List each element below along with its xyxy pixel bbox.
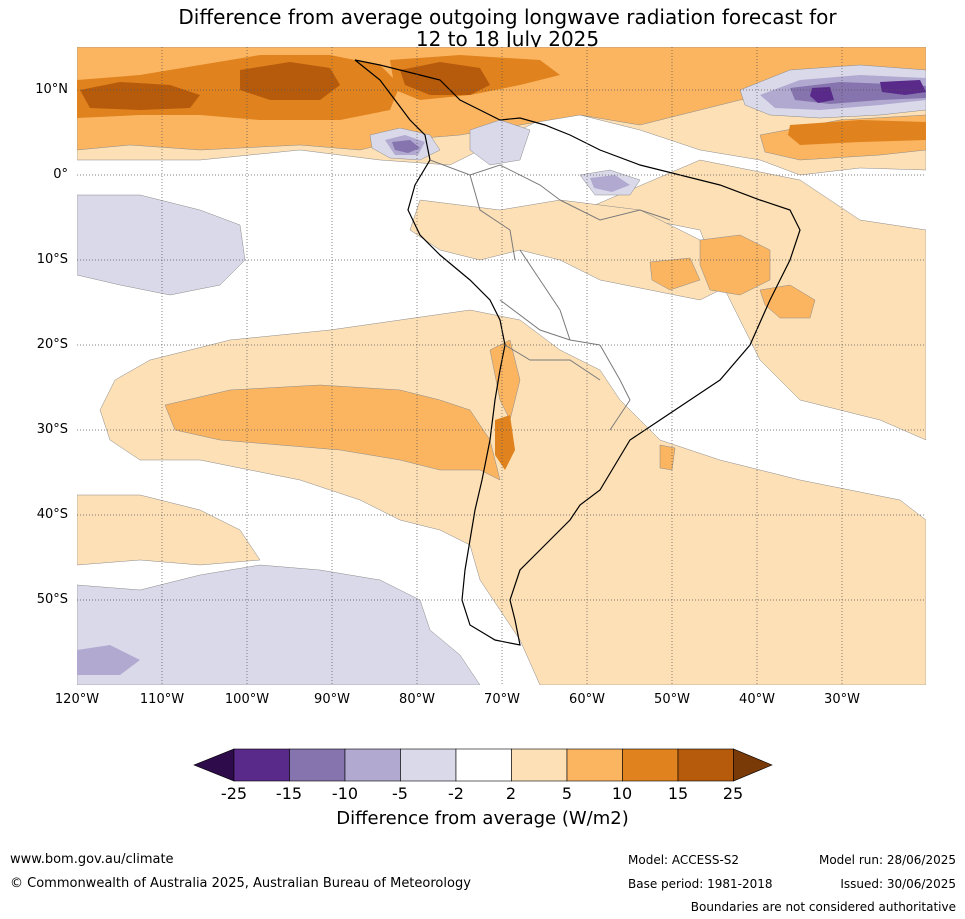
colorbar-tick: -25 [220,784,248,803]
lon-label: 60°W [569,692,605,707]
lon-label: 70°W [484,692,520,707]
coastline [354,59,801,646]
lat-label: 30°S [36,422,68,437]
lon-label: 80°W [399,692,435,707]
colorbar-tick: 2 [505,784,517,803]
lat-label: 10°S [36,252,68,267]
lat-label: 20°S [36,337,68,352]
colorbar-tick: -15 [275,784,303,803]
map-title-line1: Difference from average outgoing longwav… [178,5,837,29]
colorbar-segment [455,748,512,782]
lon-label: 120°W [54,692,100,707]
country-borders [429,159,671,431]
colorbar-tick: -5 [392,784,408,803]
lat-label: 0° [53,167,68,182]
footer-copyright: © Commonwealth of Australia 2025, Austra… [10,876,471,891]
footer-model: Model: ACCESS-S2 [628,853,740,867]
lon-label: 30°W [824,692,860,707]
colorbar-label: Difference from average (W/m2) [336,808,629,829]
colorbar-segment [289,748,346,782]
anomaly-15-25-regions [80,62,490,110]
footer-website[interactable]: www.bom.gov.au/climate [10,852,174,867]
colorbar-tick: 15 [667,784,689,803]
colorbar-segment [233,748,290,782]
colorbar-tick: 5 [561,784,573,803]
footer-base-period: Base period: 1981-2018 [628,877,773,891]
colorbar-segment [511,748,568,782]
colorbar [193,748,773,782]
colorbar-over-arrow [733,748,773,782]
lon-label: 40°W [739,692,775,707]
lon-label: 100°W [224,692,270,707]
graticule [77,47,926,685]
lat-label: 40°S [36,507,68,522]
colorbar-tick: -2 [448,784,464,803]
colorbar-under-arrow [193,748,235,782]
colorbar-segment [622,748,679,782]
colorbar-segment [677,748,734,782]
colorbar-tick: -10 [331,784,359,803]
footer-model-run: Model run: 28/06/2025 [818,853,956,867]
lon-label: 50°W [654,692,690,707]
colorbar-segment [400,748,457,782]
colorbar-segment [344,748,401,782]
lon-label: 90°W [314,692,350,707]
anomaly-minus-25-minus-15-regions [810,80,926,103]
footer-issued: Issued: 30/06/2025 [840,877,956,891]
map-title-line2: 12 to 18 July 2025 [415,27,600,51]
colorbar-tick: 10 [611,784,633,803]
lat-label: 50°S [36,592,68,607]
footer-disclaimer: Boundaries are not considered authoritat… [690,900,956,914]
lon-label: 110°W [139,692,185,707]
colorbar-tick: 25 [722,784,744,803]
lat-label: 10°N [35,82,68,97]
colorbar-segment [566,748,623,782]
